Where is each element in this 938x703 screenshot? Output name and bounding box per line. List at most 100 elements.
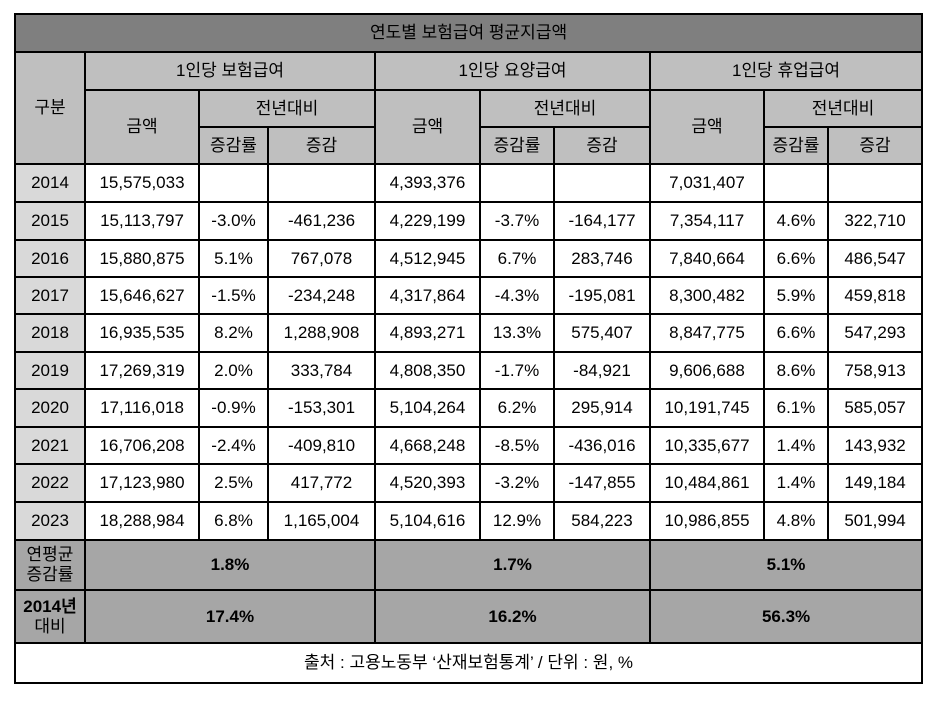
medical-change-cell: 575,407 [553, 313, 651, 353]
year-cell: 2022 [14, 463, 86, 503]
summary-row-vs-2014: 2014년 대비 17.4% 16.2% 56.3% [14, 589, 924, 644]
insurance-amount-cell: 16,935,535 [84, 313, 200, 353]
insurance-amount-cell: 18,288,984 [84, 501, 200, 541]
medical-rate-cell: -8.5% [479, 426, 555, 465]
insurance-change-cell: -461,236 [267, 201, 376, 241]
leave-rate-cell: 6.6% [763, 239, 829, 278]
insurance-rate-cell: 6.8% [198, 501, 269, 541]
insurance-change-cell: -153,301 [267, 388, 376, 428]
leave-rate-cell: 6.1% [763, 388, 829, 428]
leave-change-cell: 547,293 [826, 313, 924, 353]
leave-amount-cell: 8,847,775 [649, 313, 765, 353]
year-cell: 2016 [14, 239, 86, 278]
insurance-rate-cell: -0.9% [198, 388, 269, 428]
insurance-amount-cell: 15,113,797 [84, 201, 200, 241]
leave-rate-cell: 5.9% [763, 276, 829, 315]
header-yoy: 전년대비 [762, 89, 924, 128]
table-row: 2018 16,935,535 8.2% 1,288,908 4,893,271… [14, 313, 924, 353]
medical-rate-cell [479, 163, 555, 203]
leave-rate-cell: 1.4% [763, 426, 829, 465]
leave-amount-cell: 10,484,861 [649, 463, 765, 503]
leave-amount-cell: 10,986,855 [649, 501, 765, 541]
header-amount: 금액 [374, 89, 481, 165]
footer-row: 출처 : 고용노동부 ‘산재보험통계’ / 단위 : 원, % [13, 642, 924, 684]
leave-rate-cell: 4.6% [763, 201, 829, 241]
leave-amount-cell: 9,606,688 [649, 351, 765, 390]
medical-change-cell: -164,177 [553, 201, 651, 241]
medical-amount-cell: 4,520,393 [374, 463, 481, 503]
leave-change-cell: 758,913 [826, 351, 924, 390]
insurance-amount-cell: 17,116,018 [84, 388, 200, 428]
leave-change-cell [826, 163, 924, 203]
year-cell: 2014 [14, 163, 86, 203]
table-row: 2017 15,646,627 -1.5% -234,248 4,317,864… [14, 276, 924, 315]
leave-change-cell: 459,818 [826, 276, 924, 315]
header-row-detail: 증감률 증감 증감률 증감 증감률 증감 [15, 126, 924, 165]
insurance-amount-cell: 16,706,208 [84, 426, 200, 465]
header-yoy: 전년대비 [198, 89, 376, 128]
leave-change-cell: 501,994 [826, 501, 924, 541]
medical-amount-cell: 4,393,376 [374, 163, 481, 203]
header-rate: 증감률 [198, 126, 269, 165]
leave-rate-cell: 8.6% [763, 351, 829, 390]
summary-label-line: 대비 [34, 616, 66, 636]
leave-change-cell: 585,057 [826, 388, 924, 428]
medical-amount-cell: 4,317,864 [374, 276, 481, 315]
medical-rate-cell: -4.3% [479, 276, 555, 315]
summary-value-leave: 5.1% [648, 539, 924, 591]
table-row: 2015 15,113,797 -3.0% -461,236 4,229,199… [14, 201, 924, 241]
leave-rate-cell: 6.6% [763, 313, 829, 353]
medical-amount-cell: 5,104,264 [374, 388, 481, 428]
insurance-change-cell: 1,165,004 [267, 501, 376, 541]
header-group-leave: 1인당 휴업급여 [648, 51, 924, 91]
leave-amount-cell: 10,335,677 [649, 426, 765, 465]
medical-rate-cell: -3.2% [479, 463, 555, 503]
leave-rate-cell [763, 163, 829, 203]
leave-amount-cell: 10,191,745 [649, 388, 765, 428]
insurance-rate-cell: 2.5% [198, 463, 269, 503]
table-row: 2019 17,269,319 2.0% 333,784 4,808,350 -… [14, 351, 924, 390]
summary-value-medical: 1.7% [374, 539, 651, 591]
summary-value-medical: 16.2% [374, 589, 651, 644]
insurance-rate-cell: 2.0% [198, 351, 269, 390]
insurance-change-cell: 333,784 [267, 351, 376, 390]
table-row: 2016 15,880,875 5.1% 767,078 4,512,945 6… [14, 239, 924, 278]
summary-value-insurance: 17.4% [84, 589, 376, 644]
medical-rate-cell: 6.2% [479, 388, 555, 428]
leave-change-cell: 322,710 [826, 201, 924, 241]
header-category: 구분 [14, 51, 86, 165]
medical-rate-cell: 13.3% [479, 313, 555, 353]
leave-change-cell: 149,184 [826, 463, 924, 503]
title-row: 연도별 보험급여 평균지급액 [13, 13, 924, 53]
medical-amount-cell: 4,808,350 [374, 351, 481, 390]
insurance-rate-cell: -3.0% [198, 201, 269, 241]
insurance-rate-cell: -2.4% [198, 426, 269, 465]
source-note: 출처 : 고용노동부 ‘산재보험통계’ / 단위 : 원, % [13, 642, 924, 684]
header-change: 증감 [267, 126, 376, 165]
summary-value-leave: 56.3% [648, 589, 924, 644]
summary-label: 연평균 증감률 [14, 539, 86, 591]
leave-amount-cell: 8,300,482 [649, 276, 765, 315]
table-row: 2014 15,575,033 4,393,376 7,031,407 [14, 163, 924, 203]
header-amount: 금액 [84, 89, 200, 165]
medical-change-cell: -436,016 [553, 426, 651, 465]
insurance-rate-cell: -1.5% [198, 276, 269, 315]
insurance-rate-cell: 8.2% [198, 313, 269, 353]
header-change: 증감 [826, 126, 924, 165]
year-cell: 2018 [14, 313, 86, 353]
medical-change-cell: 283,746 [553, 239, 651, 278]
header-change: 증감 [553, 126, 651, 165]
leave-change-cell: 143,932 [826, 426, 924, 465]
benefit-table: 연도별 보험급여 평균지급액 구분 1인당 보험급여 1인당 요양급여 1인당 … [13, 13, 924, 684]
summary-label-line: 2014년 [23, 596, 77, 616]
summary-label-line: 연평균 [26, 545, 74, 564]
medical-rate-cell: 12.9% [479, 501, 555, 541]
medical-rate-cell: -3.7% [479, 201, 555, 241]
table-row: 2023 18,288,984 6.8% 1,165,004 5,104,616… [14, 501, 924, 541]
summary-value-insurance: 1.8% [84, 539, 376, 591]
table-row: 2020 17,116,018 -0.9% -153,301 5,104,264… [14, 388, 924, 428]
year-cell: 2023 [14, 501, 86, 541]
leave-amount-cell: 7,354,117 [649, 201, 765, 241]
leave-amount-cell: 7,031,407 [649, 163, 765, 203]
insurance-change-cell: -234,248 [267, 276, 376, 315]
